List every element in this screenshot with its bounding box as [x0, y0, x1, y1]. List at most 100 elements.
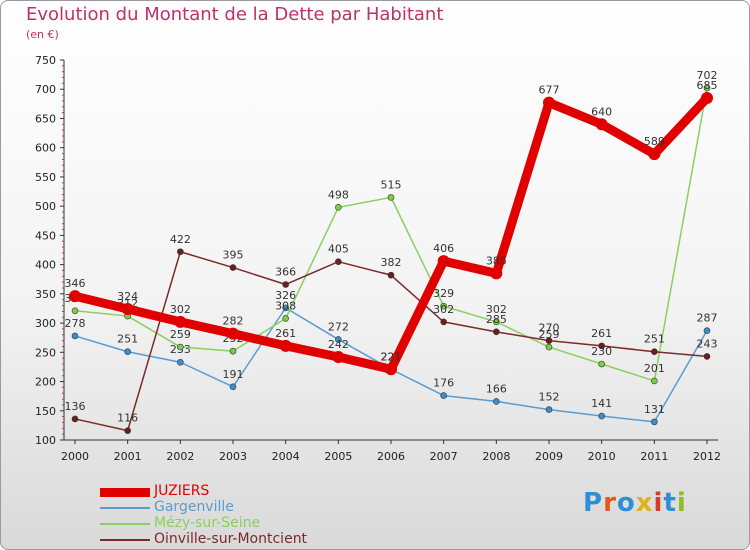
point-juziers	[437, 255, 450, 268]
y-tick-label: 150	[35, 405, 56, 418]
data-label-gargenville: 176	[433, 377, 454, 390]
data-label-mezy-sur-seine: 515	[381, 178, 402, 191]
data-label-mezy-sur-seine: 259	[539, 328, 560, 341]
point-mezy-sur-seine	[598, 360, 605, 368]
data-label-gargenville: 287	[697, 312, 718, 325]
data-label-mezy-sur-seine: 230	[591, 345, 612, 358]
point-oinville-sur-montcient	[545, 337, 553, 344]
point-gargenville	[651, 418, 658, 426]
point-oinville-sur-montcient	[229, 264, 237, 271]
point-mezy-sur-seine	[177, 343, 184, 351]
point-gargenville	[493, 398, 500, 405]
x-tick-label: 2003	[219, 450, 247, 463]
x-tick-label: 2009	[535, 450, 563, 463]
chart-title: Evolution du Montant de la Dette par Hab…	[26, 4, 444, 25]
data-label-juziers: 406	[433, 242, 454, 255]
point-gargenville	[282, 304, 289, 312]
y-tick-label: 500	[35, 200, 56, 213]
data-label-juziers: 346	[65, 277, 86, 290]
data-label-gargenville: 278	[65, 317, 86, 330]
point-oinville-sur-montcient	[387, 271, 395, 279]
data-label-mezy-sur-seine: 702	[697, 69, 718, 82]
data-label-mezy-sur-seine: 308	[275, 299, 296, 312]
legend-swatch	[100, 523, 150, 525]
point-gargenville	[598, 412, 605, 420]
y-tick-label: 550	[35, 171, 56, 184]
y-tick-label: 750	[35, 54, 56, 67]
x-tick-label: 2006	[377, 450, 405, 463]
point-mezy-sur-seine	[387, 194, 395, 201]
point-juziers	[174, 315, 187, 328]
data-label-juziers: 261	[275, 327, 296, 340]
logo-letter: i	[653, 488, 664, 518]
point-juziers	[279, 339, 292, 352]
data-label-juziers: 685	[697, 79, 718, 92]
legend-swatch	[100, 507, 150, 509]
point-juziers	[121, 303, 134, 316]
data-label-gargenville: 141	[591, 397, 612, 410]
point-oinville-sur-montcient	[124, 427, 131, 434]
legend-label: Oinville-sur-Montcient	[154, 531, 308, 547]
legend-swatch	[100, 487, 150, 497]
y-tick-label: 700	[35, 83, 56, 96]
point-oinville-sur-montcient	[651, 348, 658, 356]
point-oinville-sur-montcient	[440, 318, 447, 326]
point-gargenville	[177, 358, 184, 366]
data-label-oinville-sur-montcient: 261	[591, 327, 612, 340]
point-gargenville	[229, 383, 237, 391]
data-label-oinville-sur-montcient: 116	[117, 412, 138, 425]
point-juziers	[595, 118, 608, 131]
point-mezy-sur-seine	[71, 307, 79, 315]
data-label-mezy-sur-seine: 329	[433, 287, 454, 300]
point-juziers	[543, 96, 555, 109]
legend-label: Mézy-sur-Seine	[154, 515, 261, 531]
data-label-oinville-sur-montcient: 366	[275, 265, 296, 278]
data-label-juziers: 677	[539, 84, 560, 97]
data-label-oinville-sur-montcient: 302	[433, 303, 454, 316]
point-mezy-sur-seine	[493, 318, 500, 326]
data-label-oinville-sur-montcient: 136	[65, 400, 86, 413]
x-tick-label: 2000	[61, 450, 89, 463]
x-tick-label: 2011	[640, 450, 668, 463]
y-tick-label: 250	[35, 346, 56, 359]
data-label-mezy-sur-seine: 259	[170, 328, 191, 341]
point-juziers	[69, 290, 81, 303]
point-oinville-sur-montcient	[598, 342, 605, 350]
data-label-juziers: 302	[170, 303, 191, 316]
legend-swatch	[100, 539, 150, 541]
data-label-oinville-sur-montcient: 270	[539, 322, 560, 335]
y-tick-label: 400	[35, 259, 56, 272]
data-label-juziers: 385	[486, 254, 507, 267]
logo-letter: P	[583, 488, 604, 518]
y-tick-label: 100	[35, 434, 56, 447]
logo-letter: t	[663, 488, 677, 518]
data-label-mezy-sur-seine: 498	[328, 188, 349, 201]
data-label-oinville-sur-montcient: 395	[223, 249, 244, 262]
point-oinville-sur-montcient	[71, 415, 79, 423]
point-gargenville	[335, 336, 342, 343]
legend-label: Gargenville	[154, 499, 234, 515]
point-oinville-sur-montcient	[335, 258, 342, 265]
point-oinville-sur-montcient	[177, 248, 184, 256]
point-gargenville	[545, 406, 553, 413]
data-label-oinville-sur-montcient: 243	[697, 337, 718, 350]
legend-label: JUZIERS	[154, 483, 210, 499]
data-label-juziers: 640	[591, 105, 612, 118]
point-mezy-sur-seine	[651, 377, 658, 385]
data-label-oinville-sur-montcient: 285	[486, 313, 507, 326]
point-mezy-sur-seine	[440, 302, 447, 310]
chart-subtitle: (en €)	[26, 28, 59, 41]
y-tick-label: 200	[35, 376, 56, 389]
x-tick-label: 2008	[482, 450, 510, 463]
point-juziers	[648, 148, 661, 161]
data-label-mezy-sur-seine: 302	[486, 303, 507, 316]
data-label-gargenville: 326	[275, 289, 296, 302]
point-oinville-sur-montcient	[703, 353, 711, 360]
point-mezy-sur-seine	[703, 84, 711, 92]
data-label-oinville-sur-montcient: 405	[328, 243, 349, 256]
point-gargenville	[124, 348, 131, 356]
data-label-juziers: 589	[644, 135, 665, 148]
point-juziers	[227, 327, 239, 340]
point-mezy-sur-seine	[229, 347, 237, 355]
